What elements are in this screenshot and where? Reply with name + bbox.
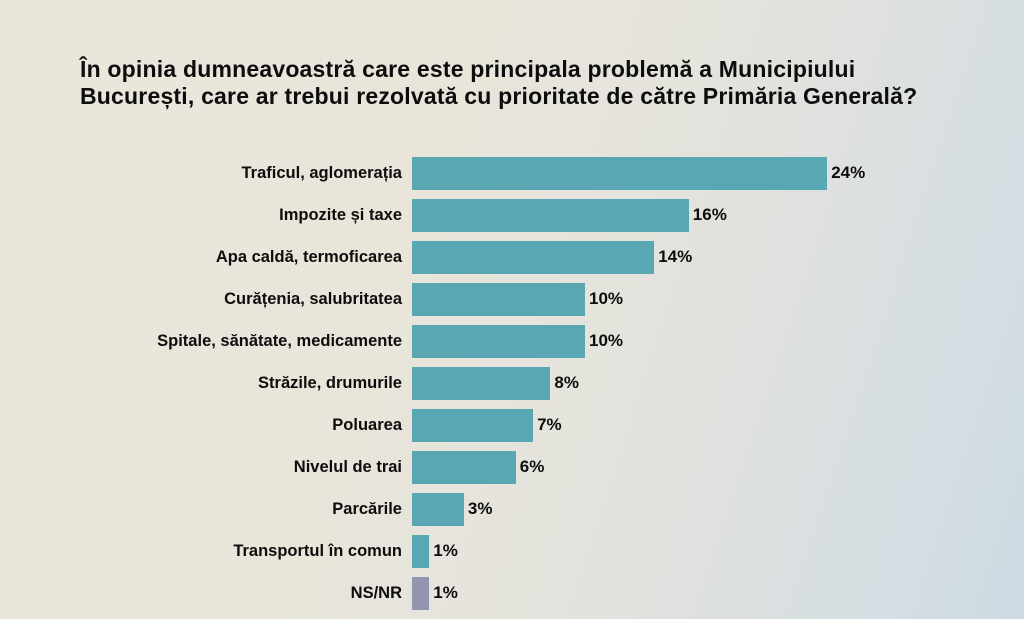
chart-title: În opinia dumneavoastră care este princi… <box>80 56 918 110</box>
category-label: Nivelul de trai <box>293 457 402 476</box>
bar-row: Traficul, aglomerația 24% <box>64 152 984 194</box>
bar-track: 10% <box>412 324 984 358</box>
bar-track: 1% <box>412 534 984 568</box>
bar-track: 6% <box>412 450 984 484</box>
bar <box>412 534 430 568</box>
bars: Traficul, aglomerația 24% Impozite și ta… <box>64 152 984 614</box>
value-label: 8% <box>554 373 579 392</box>
bar-track: 24% <box>412 156 984 190</box>
category-label: Parcările <box>332 499 402 518</box>
bar-track: 8% <box>412 366 984 400</box>
bar-row: Poluarea 7% <box>64 404 984 446</box>
bar-row: Apa caldă, termoficarea 14% <box>64 236 984 278</box>
category-label: Curățenia, salubritatea <box>224 289 402 308</box>
bar-track: 1% <box>412 576 984 610</box>
value-label: 7% <box>537 415 562 434</box>
bar-track: 7% <box>412 408 984 442</box>
value-label: 16% <box>692 205 727 224</box>
value-label: 10% <box>589 331 624 350</box>
category-label: Spitale, sănătate, medicamente <box>157 331 402 350</box>
bar-row: Impozite și taxe 16% <box>64 194 984 236</box>
value-label: 10% <box>589 289 624 308</box>
category-label: Traficul, aglomerația <box>241 163 402 182</box>
value-label: 1% <box>433 583 458 602</box>
category-label: Impozite și taxe <box>279 205 402 224</box>
bar <box>412 366 551 400</box>
bar-row: NS/NR 1% <box>64 572 984 614</box>
bar <box>412 198 689 232</box>
bar-row: Spitale, sănătate, medicamente 10% <box>64 320 984 362</box>
category-label: Apa caldă, termoficarea <box>215 247 402 266</box>
category-label: Transportul în comun <box>233 541 402 560</box>
value-label: 24% <box>831 163 866 182</box>
value-label: 1% <box>433 541 458 560</box>
bar-row: Curățenia, salubritatea 10% <box>64 278 984 320</box>
bar <box>412 450 516 484</box>
bar-row: Străzile, drumurile 8% <box>64 362 984 404</box>
bar-track: 10% <box>412 282 984 316</box>
bar-row: Transportul în comun 1% <box>64 530 984 572</box>
bar-chart: Traficul, aglomerația 24% Impozite și ta… <box>64 152 984 614</box>
bar <box>412 408 534 442</box>
bar-track: 3% <box>412 492 984 526</box>
value-label: 3% <box>467 499 493 518</box>
value-label: 6% <box>519 457 545 476</box>
category-label: Străzile, drumurile <box>258 373 402 392</box>
bar-row: Parcările 3% <box>64 488 984 530</box>
bar <box>412 282 585 316</box>
bar <box>412 240 655 274</box>
value-label: 14% <box>658 247 693 266</box>
bar-track: 14% <box>412 240 984 274</box>
bar <box>412 492 464 526</box>
bar <box>412 156 828 190</box>
category-label: NS/NR <box>350 583 402 602</box>
bar <box>412 576 430 610</box>
bar-track: 16% <box>412 198 984 232</box>
bar <box>412 324 585 358</box>
category-label: Poluarea <box>332 415 402 434</box>
bar-row: Nivelul de trai 6% <box>64 446 984 488</box>
